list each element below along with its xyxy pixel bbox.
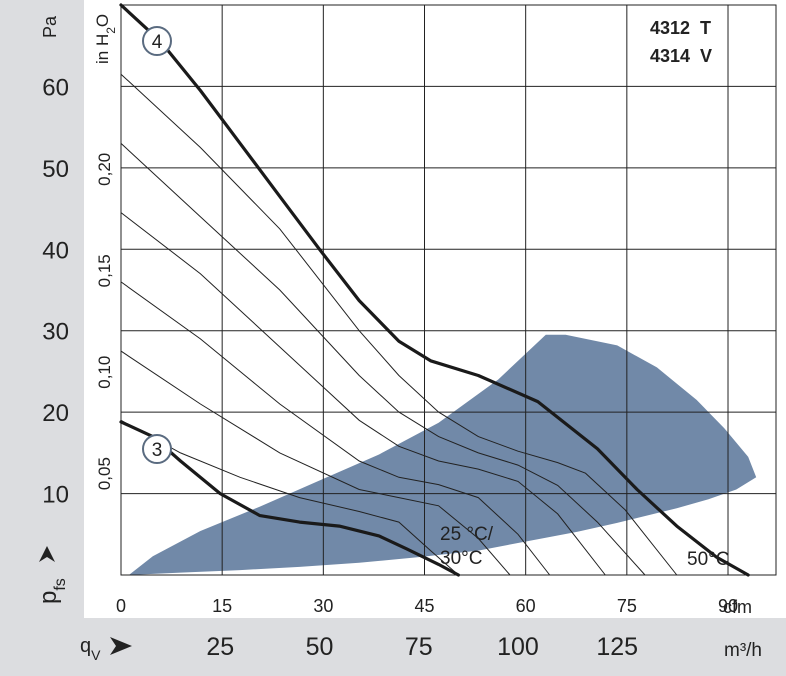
inh2o-tick-label: 0,20: [95, 153, 114, 186]
inh2o-unit-label: in H2O: [93, 14, 118, 64]
system-curve: [120, 281, 551, 576]
operating-area: [128, 334, 757, 575]
m3h-tick-label: 25: [206, 633, 234, 661]
cfm-tick-label: 0: [116, 596, 126, 616]
curve-3-badge: 3: [142, 434, 172, 464]
bottom-panel: [0, 618, 786, 676]
svg-text:pfs: pfs: [35, 578, 69, 604]
pa-tick-label: 30: [42, 319, 69, 346]
svg-text:qV: qV: [80, 635, 101, 663]
cfm-unit-label: cfm: [723, 597, 752, 617]
pa-tick-label: 60: [42, 74, 69, 101]
inh2o-tick-label: 0,15: [95, 254, 114, 287]
system-curve: [120, 73, 678, 576]
m3h-tick-label: 125: [596, 633, 638, 661]
m3h-tick-label: 50: [306, 633, 334, 661]
temp-annotation-left: 25 °C/: [440, 524, 494, 545]
pa-tick-label: 40: [42, 237, 69, 264]
m3h-unit-label: m³/h: [724, 640, 762, 661]
svg-text:3: 3: [152, 440, 163, 461]
cfm-tick-label: 90: [718, 596, 738, 616]
svg-text:4: 4: [152, 32, 163, 53]
operating-area-layer: [128, 334, 757, 575]
qv-axis-label: qV: [80, 635, 132, 663]
cfm-tick-label: 60: [516, 596, 536, 616]
inh2o-tick-label: 0,05: [95, 457, 114, 490]
right-arrow-icon: [110, 637, 132, 655]
system-curve: [120, 350, 511, 576]
tick-labels-layer: 10 20 30 40 50 60 0,05 0,10 0,15 0,20 0 15 30 45 60 75 9…: [42, 74, 738, 661]
curve-4-badge: 4: [142, 26, 172, 56]
m3h-tick-label: 100: [497, 633, 539, 661]
system-curve: [120, 143, 646, 576]
temp-annotation-right: 50°C: [687, 549, 729, 570]
pa-unit-label: Pa: [40, 15, 60, 38]
pa-tick-label: 50: [42, 156, 69, 183]
model-line-1: 4312 T: [650, 18, 711, 38]
cfm-tick-label: 15: [212, 596, 232, 616]
system-curve: [120, 212, 606, 576]
m3h-tick-label: 75: [405, 633, 433, 661]
pa-tick-label: 20: [42, 400, 69, 427]
system-curve: [120, 419, 459, 576]
up-arrow-icon: [39, 546, 55, 562]
plot-frame: [120, 4, 777, 576]
cfm-tick-label: 45: [414, 596, 434, 616]
inh2o-tick-label: 0,10: [95, 356, 114, 389]
temp-annotation-left-2: 30°C: [440, 548, 482, 569]
model-line-2: 4314 V: [650, 46, 712, 66]
fan-curve-4: [119, 3, 750, 577]
left-panel: [0, 0, 84, 618]
cfm-tick-label: 30: [313, 596, 333, 616]
pfs-axis-label: pfs: [35, 546, 69, 604]
system-curves-layer: [120, 73, 678, 576]
pa-tick-label: 10: [42, 482, 69, 509]
cfm-tick-label: 75: [617, 596, 637, 616]
